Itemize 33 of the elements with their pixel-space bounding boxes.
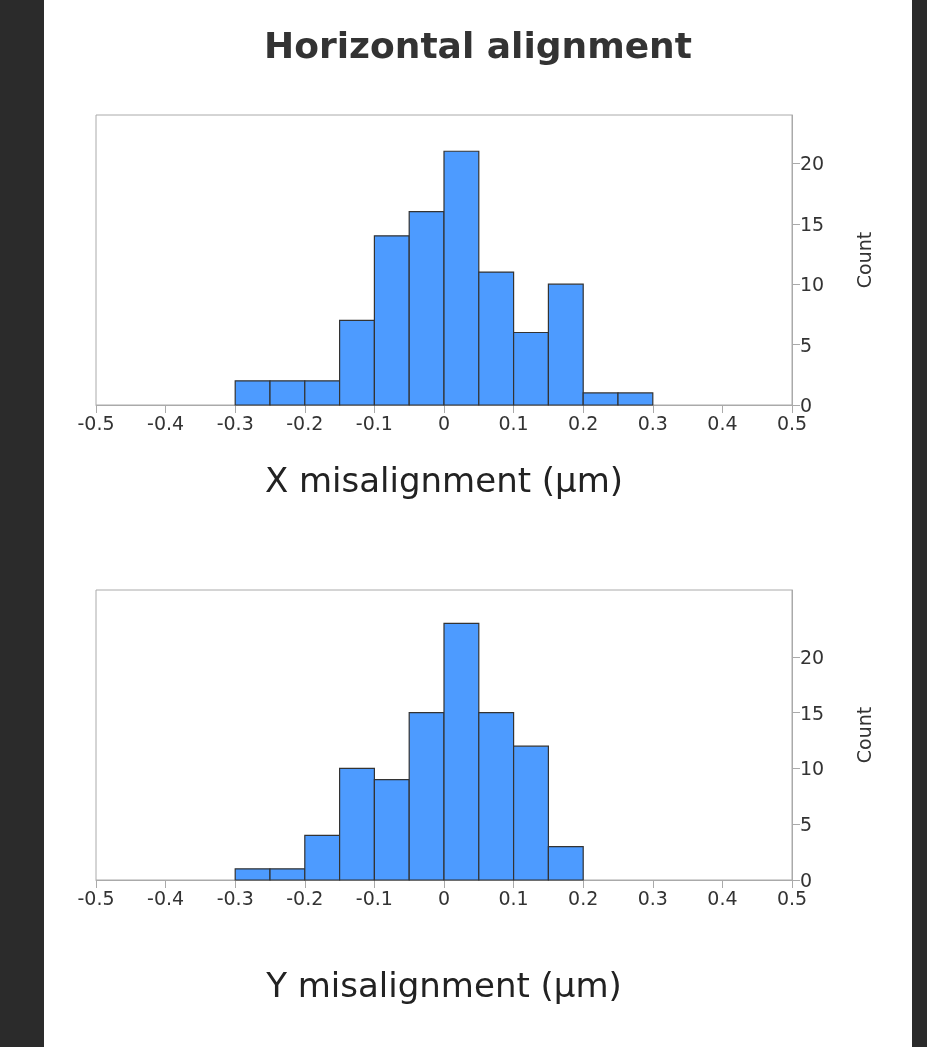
x-tick-label: -0.5 (77, 411, 115, 434)
x-tick-label: -0.2 (286, 886, 324, 909)
y-tick-label: 10 (800, 273, 825, 296)
x-tick-label: 0.1 (498, 886, 529, 909)
x-tick-label: 0.3 (637, 411, 668, 434)
y-axis-title: Count (852, 706, 875, 764)
x-tick-label: 0 (437, 411, 451, 434)
x-tick-label: 0.3 (637, 886, 668, 909)
y-tick-label: 15 (800, 212, 825, 235)
x-tick-label: -0.4 (147, 411, 185, 434)
x-axis-title: Y misalignment (μm) (265, 965, 622, 1005)
y-tick-label: 15 (800, 701, 825, 724)
x-tick-label: 0 (437, 886, 451, 909)
x-tick-label: 0.4 (707, 411, 738, 434)
x-tick-label: 0.4 (707, 886, 738, 909)
y-tick-label: 20 (800, 645, 825, 668)
x-tick-label: -0.5 (77, 886, 115, 909)
x-tick-label: -0.2 (286, 411, 324, 434)
y-tick-label: 5 (800, 333, 813, 356)
x-tick-label: -0.4 (147, 886, 185, 909)
x-tick-label: 0.2 (568, 411, 599, 434)
x-tick-label: 0.2 (568, 886, 599, 909)
y-axis-title: Count (852, 231, 875, 289)
y-tick-label: 10 (800, 757, 825, 780)
y-tick-label: 20 (800, 152, 825, 175)
x-tick-label: 0.1 (498, 411, 529, 434)
chart-title: Horizontal alignment (264, 24, 692, 66)
x-tick-label: -0.1 (355, 411, 393, 434)
x-tick-label: -0.3 (216, 886, 254, 909)
x-tick-label: -0.3 (216, 411, 254, 434)
x-axis-title: X misalignment (μm) (264, 460, 624, 500)
x-tick-label: -0.1 (355, 886, 393, 909)
y-tick-label: 5 (800, 813, 813, 836)
